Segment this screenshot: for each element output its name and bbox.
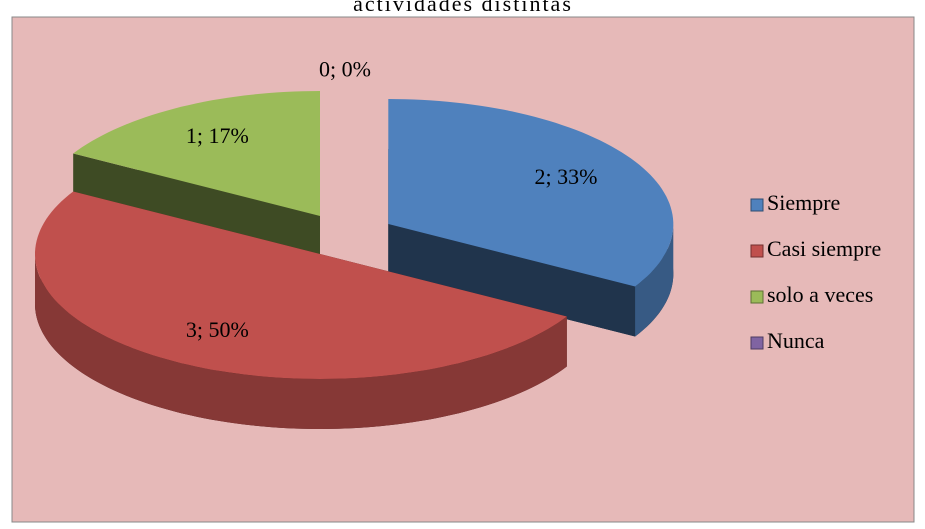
legend-swatch: [750, 336, 764, 350]
slice-wall: [635, 224, 674, 337]
legend-label: Siempre: [767, 190, 840, 215]
pie-slice: [35, 191, 567, 429]
slice-wall: [35, 254, 567, 429]
legend-swatch: [750, 198, 764, 212]
data-label: 3; 50%: [186, 317, 249, 342]
slice-side: [388, 224, 636, 337]
data-label: 2; 33%: [535, 164, 598, 189]
pie-slice: [73, 91, 320, 267]
data-label: 1; 17%: [186, 123, 249, 148]
slice-side: [73, 153, 320, 267]
chart-title: actividades distintas: [353, 0, 573, 16]
legend-swatch: [750, 290, 764, 304]
legend-label: solo a veces: [767, 282, 873, 307]
legend-label: Casi siempre: [767, 236, 881, 261]
data-label: 0; 0%: [319, 56, 371, 81]
legend-label: Nunca: [767, 328, 825, 353]
slice-top: [35, 191, 567, 379]
slice-top: [388, 99, 674, 287]
slice-top: [73, 91, 320, 217]
pie-slice: [388, 99, 674, 337]
legend-swatch: [750, 244, 764, 258]
